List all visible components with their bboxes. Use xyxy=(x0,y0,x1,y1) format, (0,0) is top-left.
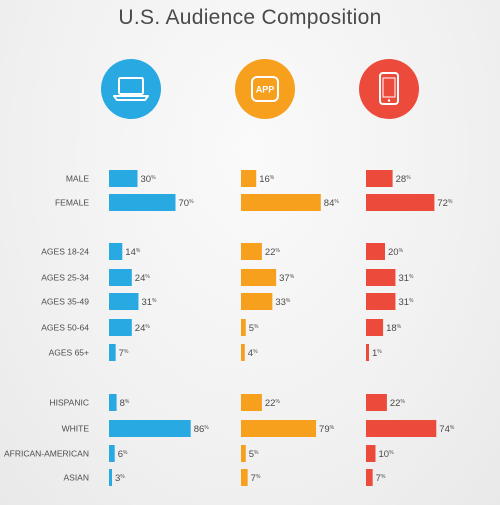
bar xyxy=(366,170,393,187)
category-label: FEMALE xyxy=(55,198,89,208)
data-label: 4% xyxy=(248,348,258,359)
bar xyxy=(241,269,277,286)
bar xyxy=(109,170,138,187)
data-label: 3% xyxy=(115,473,125,484)
bar xyxy=(241,170,257,187)
chart-title: U.S. Audience Composition xyxy=(118,6,382,29)
smartphone-icon xyxy=(359,59,419,119)
category-label: AGES 50-64 xyxy=(41,323,89,333)
category-label: ASIAN xyxy=(63,473,89,483)
series-smartphone: 28% 72% 20% 31% 31% 18% 1% 22% 74% 10% 7% xyxy=(366,170,455,486)
data-label: 24% xyxy=(135,273,151,284)
bar xyxy=(109,319,132,336)
bar xyxy=(366,445,376,462)
device-icons: APP xyxy=(101,59,419,119)
category-label: AFRICAN-AMERICAN xyxy=(4,449,89,459)
data-label: 31% xyxy=(398,273,414,284)
category-label: AGES 18-24 xyxy=(41,247,89,257)
data-label: 8% xyxy=(120,398,130,409)
bar xyxy=(241,319,246,336)
data-label: 6% xyxy=(118,449,128,460)
series-app: 16% 84% 22% 37% 33% 5% 4% 22% 79% 5% 7% xyxy=(241,170,339,486)
data-label: 79% xyxy=(319,424,335,435)
data-label: 74% xyxy=(439,424,455,435)
data-label: 16% xyxy=(259,174,275,185)
category-label: AGES 25-34 xyxy=(41,273,89,283)
bar xyxy=(109,469,112,486)
data-label: 22% xyxy=(265,247,281,258)
bar xyxy=(109,445,115,462)
bar xyxy=(366,344,369,361)
bar xyxy=(241,243,262,260)
data-label: 7% xyxy=(376,473,386,484)
bar xyxy=(366,194,435,211)
bar xyxy=(109,194,176,211)
data-label: 28% xyxy=(396,174,412,185)
bar xyxy=(109,269,132,286)
category-label: WHITE xyxy=(62,424,90,434)
data-label: 5% xyxy=(249,323,259,334)
data-label: 86% xyxy=(194,424,210,435)
data-label: 10% xyxy=(379,449,395,460)
bar xyxy=(241,420,317,437)
data-label: 33% xyxy=(275,297,291,308)
bar xyxy=(241,293,273,310)
bars: 30% 70% 14% 24% 31% 24% 7% 8% 86% 6% 3% 16% 84% 22% 37… xyxy=(109,170,455,486)
category-label: AGES 35-49 xyxy=(41,297,89,307)
laptop-icon xyxy=(101,59,161,119)
data-label: 24% xyxy=(135,323,151,334)
bar xyxy=(241,469,248,486)
category-label: AGES 65+ xyxy=(49,348,89,358)
data-label: 30% xyxy=(141,174,157,185)
bar xyxy=(109,394,117,411)
data-label: 18% xyxy=(386,323,402,334)
bar xyxy=(366,469,373,486)
bar xyxy=(366,420,437,437)
data-label: 22% xyxy=(265,398,281,409)
bar xyxy=(241,194,321,211)
bar xyxy=(109,243,123,260)
bar xyxy=(366,243,385,260)
data-label: 22% xyxy=(390,398,406,409)
data-label: 20% xyxy=(388,247,404,258)
data-label: 7% xyxy=(119,348,129,359)
data-label: 1% xyxy=(372,348,382,359)
bar xyxy=(109,293,139,310)
app-icon-text: APP xyxy=(256,85,275,95)
data-label: 84% xyxy=(324,198,340,209)
bar xyxy=(109,420,191,437)
data-label: 72% xyxy=(437,198,453,209)
app-icon: APP xyxy=(235,59,295,119)
category-labels: MALE FEMALE AGES 18-24 AGES 25-34 AGES 35-49… xyxy=(4,174,89,483)
bar xyxy=(109,344,116,361)
bar xyxy=(366,269,396,286)
bar xyxy=(241,445,246,462)
category-label: HISPANIC xyxy=(49,398,89,408)
data-label: 7% xyxy=(251,473,261,484)
data-label: 5% xyxy=(249,449,259,460)
data-label: 31% xyxy=(398,297,414,308)
bar xyxy=(241,394,262,411)
data-label: 31% xyxy=(141,297,157,308)
bar xyxy=(366,394,387,411)
data-label: 70% xyxy=(179,198,195,209)
series-laptop: 30% 70% 14% 24% 31% 24% 7% 8% 86% 6% 3% xyxy=(109,170,209,486)
bar xyxy=(366,293,396,310)
bar xyxy=(366,319,384,336)
category-label: MALE xyxy=(66,174,89,184)
data-label: 37% xyxy=(279,273,295,284)
data-label: 14% xyxy=(125,247,141,258)
bar xyxy=(241,344,245,361)
